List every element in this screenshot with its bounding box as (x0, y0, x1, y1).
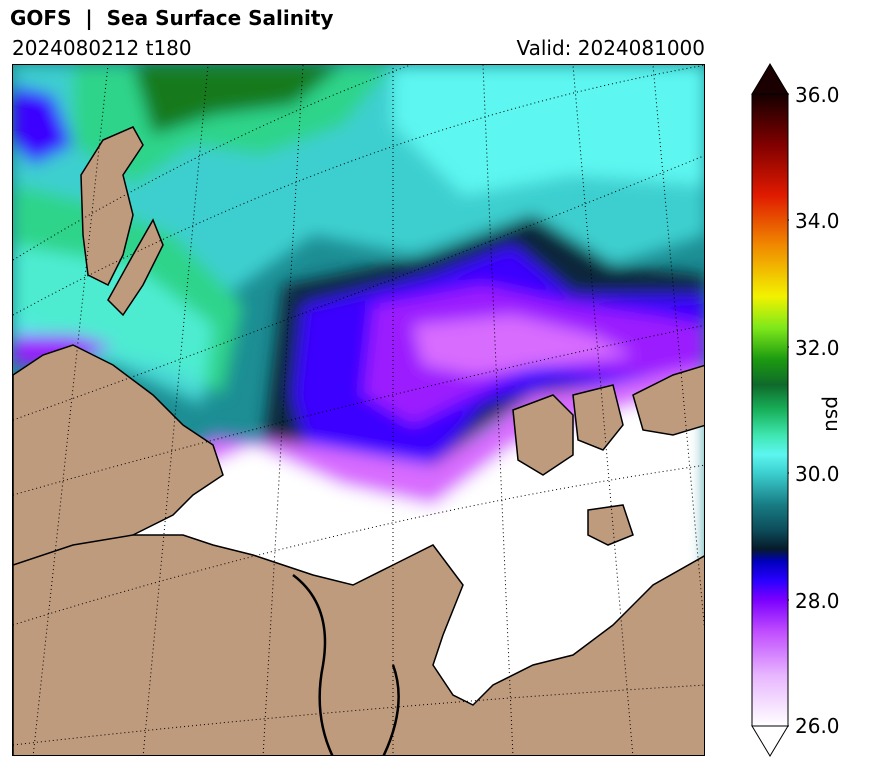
salinity-map (12, 64, 705, 756)
colorbar (751, 63, 789, 757)
colorbar-tick-label: 32.0 (795, 336, 840, 360)
colorbar-tick-label: 30.0 (795, 462, 840, 486)
colorbar-tick-label: 36.0 (795, 83, 840, 107)
colorbar-units-label: psu (821, 396, 845, 432)
graticule (13, 65, 704, 755)
colorbar-ticks (788, 93, 789, 727)
colorbar-min-extend (751, 725, 789, 757)
rivers (292, 574, 400, 755)
land-masses (13, 126, 704, 755)
colorbar-gradient (751, 93, 789, 727)
colorbar-tick-label: 34.0 (795, 209, 840, 233)
plot-title: GOFS | Sea Surface Salinity (10, 6, 334, 30)
valid-time-label: Valid: 2024081000 (516, 36, 705, 60)
run-label: 2024080212 t180 (12, 36, 192, 60)
colorbar-tick-label: 26.0 (795, 714, 840, 738)
colorbar-max-extend (751, 63, 789, 95)
colorbar-tick-label: 28.0 (795, 589, 840, 613)
